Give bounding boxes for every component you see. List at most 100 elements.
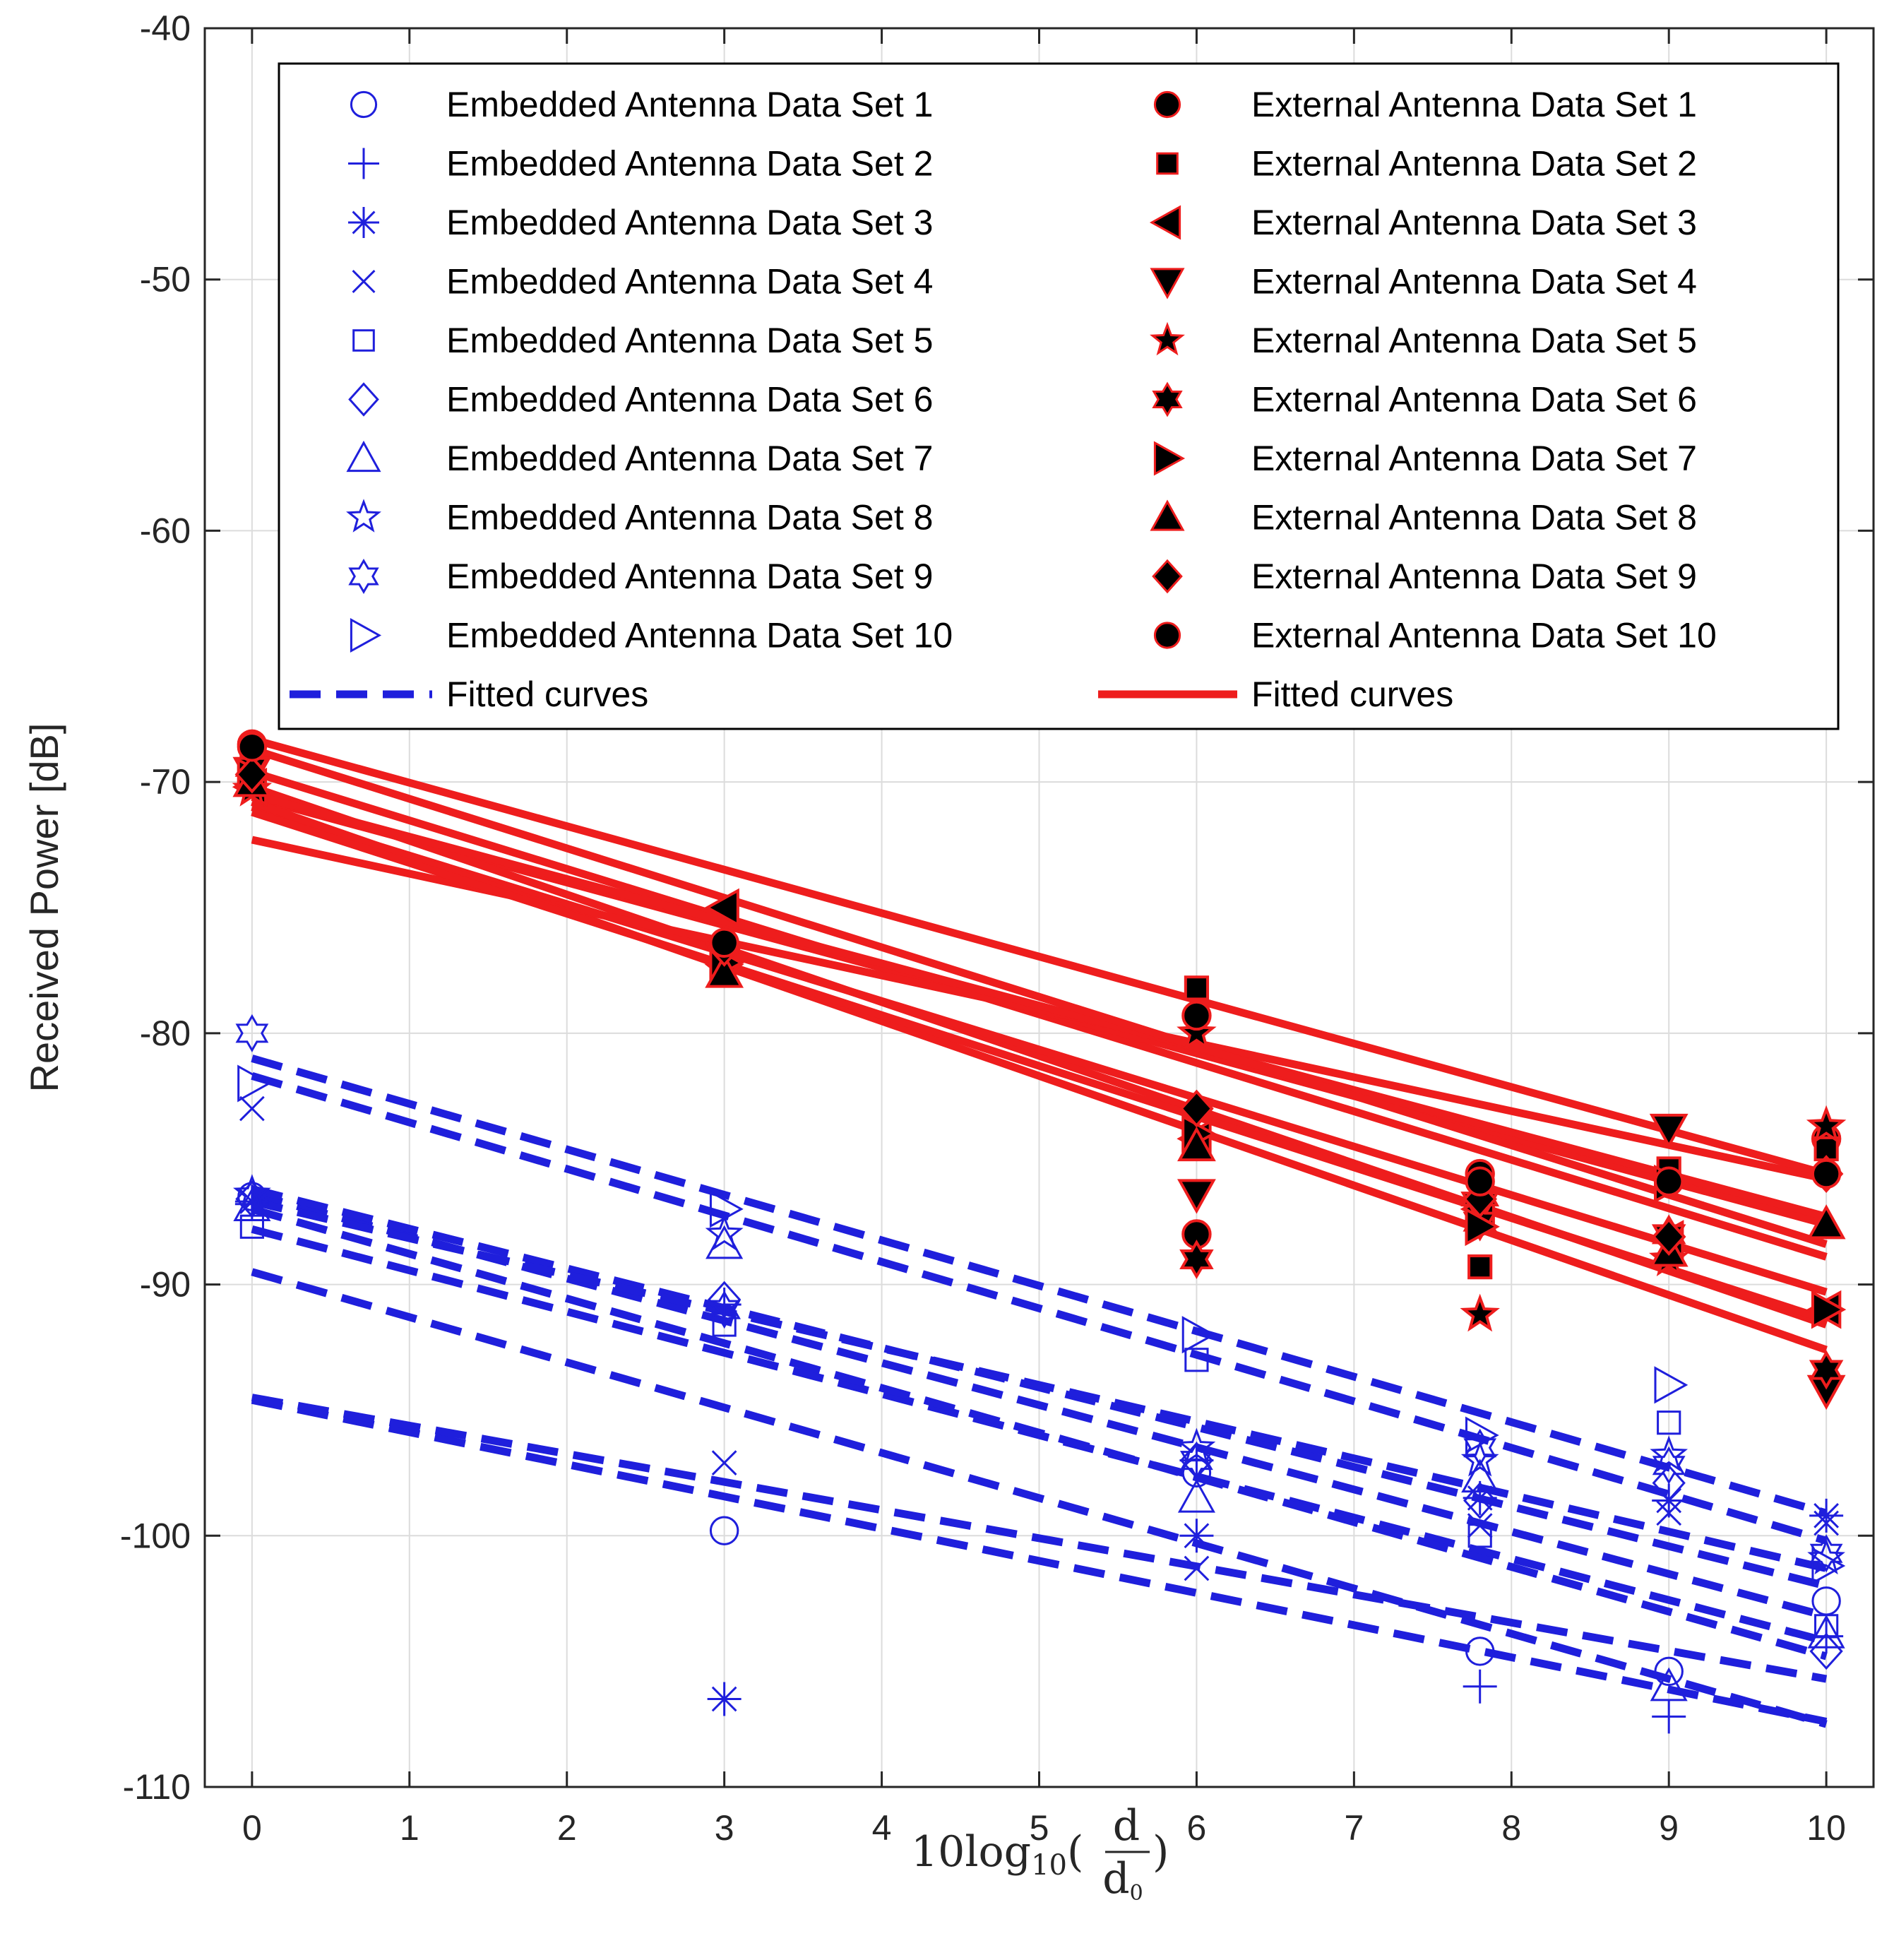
embedded-point	[705, 1214, 744, 1251]
legend-marker-embedded	[350, 617, 382, 653]
legend-entry-embedded: Embedded Antenna Data Set 8	[446, 498, 933, 537]
legend-entry-external-fit: Fitted curves	[1251, 675, 1453, 714]
embedded-point	[711, 1450, 737, 1475]
embedded-point	[1809, 1632, 1843, 1670]
legend-marker-embedded	[348, 148, 379, 179]
legend-entry-external: External Antenna Data Set 5	[1251, 321, 1697, 360]
y-tick-label: -50	[140, 260, 191, 299]
legend-entry-external: External Antenna Data Set 8	[1251, 498, 1697, 537]
y-tick-label: -70	[140, 762, 191, 802]
external-point	[1179, 1089, 1214, 1128]
x-label-numerator: d	[1113, 1801, 1140, 1851]
legend-marker-external	[1153, 90, 1181, 119]
legend-entry-embedded: Embedded Antenna Data Set 1	[446, 85, 933, 124]
external-point	[1177, 1126, 1216, 1162]
embedded-point	[1180, 1441, 1213, 1480]
legend-entry-external: External Antenna Data Set 6	[1251, 380, 1697, 420]
legend-entry-external: External Antenna Data Set 10	[1251, 616, 1717, 655]
external-point	[1467, 1254, 1493, 1280]
legend-entry-embedded: Embedded Antenna Data Set 6	[446, 380, 933, 420]
external-point	[234, 755, 270, 794]
legend-marker-external	[1152, 559, 1183, 594]
embedded-point	[1463, 1669, 1497, 1704]
embedded-point	[1654, 1656, 1684, 1687]
x-label-paren-open: (	[1067, 1827, 1083, 1877]
x-label-paren-close: )	[1153, 1827, 1169, 1877]
legend-entry-embedded-fit: Fitted curves	[446, 675, 648, 714]
embedded-point	[1807, 1614, 1845, 1649]
embedded-point	[1463, 1480, 1497, 1515]
embedded-point	[1652, 1699, 1686, 1734]
embedded-point	[235, 1014, 269, 1052]
y-tick-label: -110	[123, 1767, 191, 1807]
legend-entry-external: External Antenna Data Set 9	[1251, 557, 1697, 596]
embedded-point	[237, 1064, 271, 1103]
legend-marker-embedded	[350, 90, 378, 119]
embedded-fitted-curve	[251, 1394, 1828, 1683]
x-tick-label: 3	[715, 1808, 734, 1848]
external-fitted-curve	[251, 735, 1828, 1178]
legend-marker-embedded	[352, 270, 376, 293]
external-point	[1806, 1105, 1847, 1144]
external-point	[1811, 1158, 1842, 1189]
external-fitted-curve	[251, 745, 1828, 1248]
y-tick-label: -90	[140, 1265, 191, 1305]
external-point	[1465, 1207, 1500, 1247]
x-tick-label: 0	[242, 1808, 262, 1848]
y-axis-label: Received Power [dB]	[22, 723, 66, 1093]
embedded-point	[708, 1290, 741, 1329]
data-points	[232, 729, 1847, 1734]
x-tick-label: 8	[1501, 1808, 1521, 1848]
legend-entry-external: External Antenna Data Set 3	[1251, 203, 1697, 242]
legend-marker-embedded	[348, 559, 379, 594]
external-point	[237, 732, 268, 762]
external-point	[1177, 1179, 1216, 1214]
embedded-point	[1650, 1667, 1688, 1701]
external-point	[1177, 1012, 1217, 1050]
embedded-point	[1179, 1443, 1214, 1478]
x-tick-label: 1	[400, 1808, 419, 1848]
legend-entry-external: External Antenna Data Set 7	[1251, 439, 1697, 478]
external-point	[1651, 1218, 1686, 1256]
legend-marker-external	[1150, 268, 1185, 299]
legend-marker-external	[1153, 622, 1181, 649]
axis-ticks	[205, 27, 1874, 1788]
external-fitted-curve	[251, 803, 1828, 1296]
x-tick-label: 6	[1187, 1808, 1207, 1848]
y-tick-label: -100	[120, 1516, 191, 1555]
external-point	[1809, 1350, 1844, 1390]
embedded-fitted-curve	[251, 1055, 1828, 1517]
external-point	[1806, 1204, 1846, 1240]
embedded-point	[1461, 1459, 1499, 1493]
external-point	[1460, 1293, 1500, 1332]
x-tick-label: 7	[1344, 1808, 1364, 1848]
embedded-fitted-curve	[251, 1205, 1828, 1661]
legend-marker-external	[1150, 499, 1185, 531]
external-point	[1465, 1166, 1495, 1196]
embedded-point	[707, 1682, 741, 1716]
embedded-point	[1181, 1316, 1216, 1354]
svg-text:10log10(: 10log10(	[911, 1827, 1083, 1882]
embedded-point	[1179, 1519, 1214, 1553]
y-tick-label: -40	[140, 8, 191, 48]
embedded-point	[1460, 1440, 1499, 1477]
external-fitted-curve	[251, 790, 1828, 1220]
legend-marker-external	[1156, 152, 1179, 175]
legend-box	[278, 62, 1840, 730]
embedded-point	[1811, 1547, 1846, 1585]
embedded-point	[1657, 1410, 1681, 1435]
embedded-point	[1656, 1500, 1682, 1526]
embedded-point	[1184, 1555, 1210, 1581]
embedded-point	[233, 1174, 271, 1211]
external-point	[1649, 1113, 1688, 1149]
external-point	[1179, 1240, 1214, 1279]
legend-entry-external: External Antenna Data Set 1	[1251, 85, 1697, 124]
svg-text:d0: d0	[1102, 1854, 1143, 1906]
embedded-fitted-curve	[251, 1190, 1828, 1620]
legend-entry-embedded: Embedded Antenna Data Set 5	[446, 321, 933, 360]
embedded-point	[708, 1281, 741, 1319]
x-axis-label: 10log10( d d0 )	[911, 1801, 1169, 1906]
x-label-denominator-sub: 0	[1130, 1881, 1143, 1906]
y-tick-label: -60	[140, 511, 191, 550]
